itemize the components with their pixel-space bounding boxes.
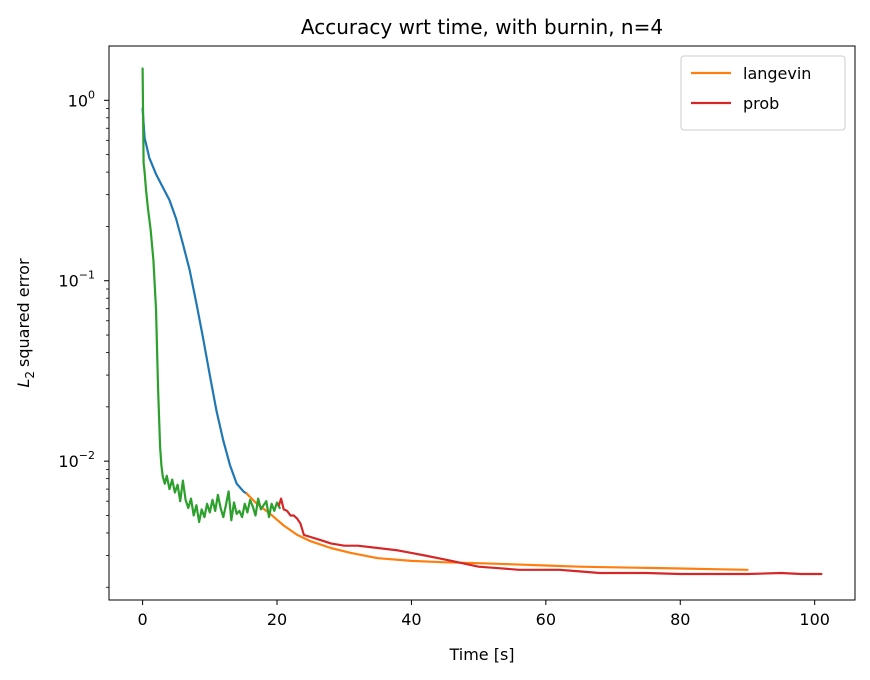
y-tick-label-exponent: −2 [79,449,95,462]
x-tick-label: 40 [401,610,421,629]
series-line-1 [141,107,248,495]
x-tick-label: 80 [670,610,690,629]
x-tick-label: 100 [799,610,830,629]
y-axis-label-subscript: 2 [23,371,37,379]
legend-label: langevin [743,64,811,83]
y-tick-label: 100 [68,88,95,110]
y-tick-label-base: 10 [58,452,78,471]
y-axis-label-symbol: L [14,379,33,388]
y-tick-label: 10−2 [58,449,95,471]
y-axis-label: L2 squared error [14,258,37,387]
legend-label: prob [743,94,779,113]
legend-box [680,55,846,131]
y-tick-label-exponent: −1 [79,269,95,282]
x-tick-label: 20 [267,610,287,629]
y-tick-label: 10−1 [58,269,95,291]
legend: langevin prob [680,55,846,131]
series-line-3 [141,67,281,524]
x-axis: 0 20 40 60 80 100 [138,600,830,629]
y-axis-label-text: squared error [14,258,33,367]
y-tick-label-base: 10 [58,272,78,291]
series-line-4 [277,497,823,576]
x-tick-label: 0 [138,610,148,629]
x-tick-label: 60 [536,610,556,629]
chart-title: Accuracy wrt time, with burnin, n=4 [301,15,663,39]
y-tick-label-exponent: 0 [88,88,95,101]
x-axis-label: Time [s] [448,645,514,664]
plot-frame [108,45,856,601]
series-line-2 [245,492,749,571]
y-tick-label-base: 10 [68,91,88,110]
plot-area [141,67,823,576]
